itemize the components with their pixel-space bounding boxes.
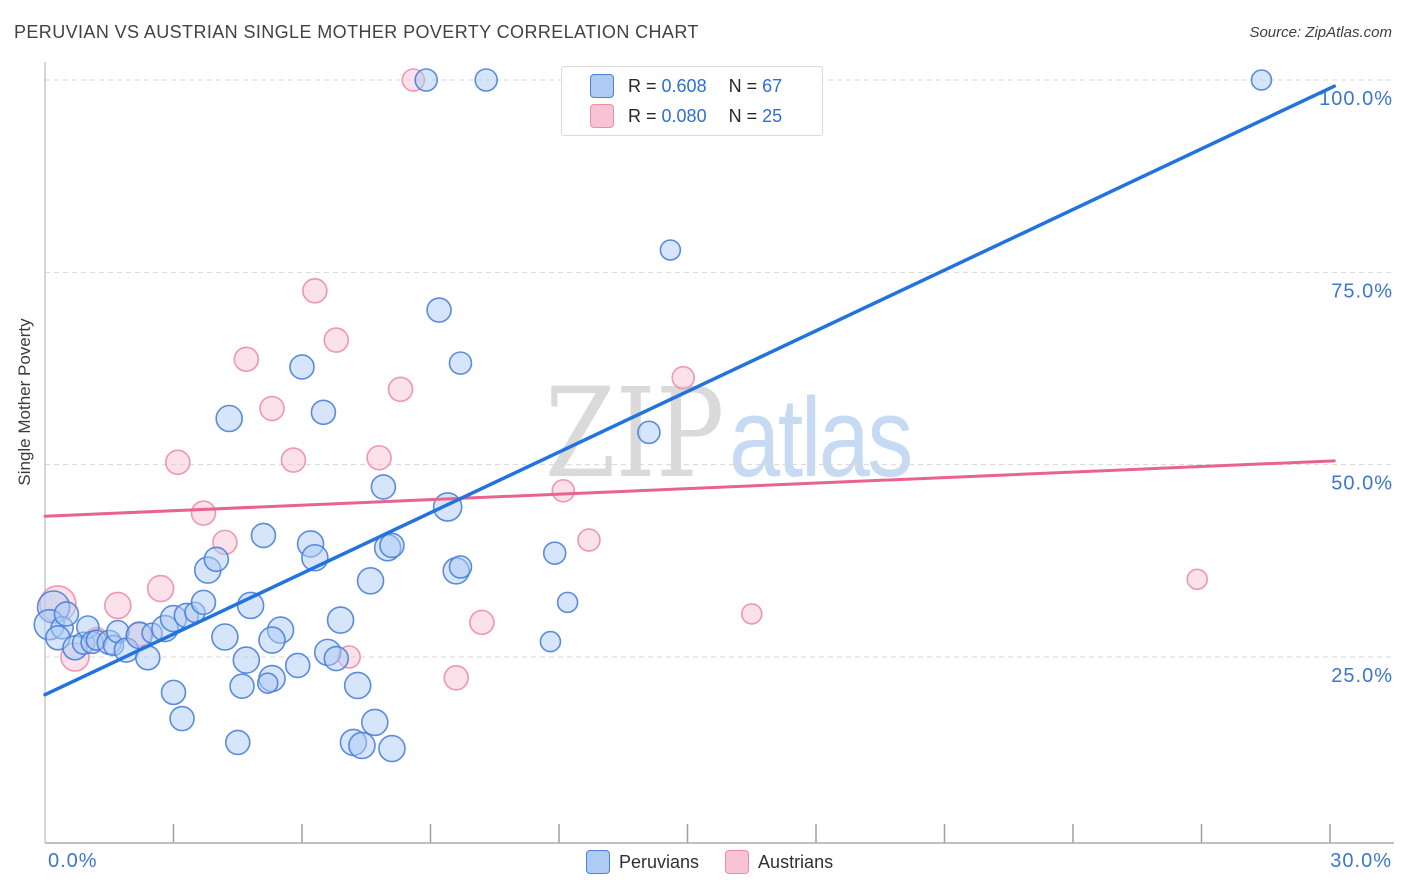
peruvians-point[interactable] <box>448 351 473 375</box>
peruvians-point[interactable] <box>284 652 311 679</box>
peruvians-point[interactable] <box>323 645 350 672</box>
x-axis-max-label: 30.0% <box>1330 850 1392 872</box>
peruvians-point[interactable] <box>361 708 389 737</box>
peruvians-point[interactable] <box>448 555 473 579</box>
peruvians-point[interactable] <box>659 239 682 261</box>
source-credit[interactable]: Source: ZipAtlas.com <box>1249 24 1392 41</box>
austrians-point[interactable] <box>259 395 285 422</box>
watermark-zip: ZIP <box>545 362 725 506</box>
peruvians-point[interactable] <box>539 630 562 653</box>
n-label: N = <box>728 75 758 96</box>
peruvians-point[interactable] <box>556 591 579 614</box>
peruvians-point[interactable] <box>426 297 452 323</box>
peruvians-point[interactable] <box>211 623 239 651</box>
peruvians-point[interactable] <box>229 673 255 700</box>
peruvians-point[interactable] <box>326 606 355 634</box>
peruvians-point[interactable] <box>370 474 397 500</box>
legend-box: R = 0.608 N = 67 R = 0.080 N = 25 <box>561 66 823 136</box>
peruvians-point[interactable] <box>343 671 372 700</box>
austrians-swatch-icon <box>590 104 614 128</box>
austrians-point[interactable] <box>740 603 763 625</box>
peruvians-point[interactable] <box>356 567 385 595</box>
peruvians-point[interactable] <box>378 734 406 763</box>
peruvians-point[interactable] <box>542 541 567 565</box>
n-label: N = <box>728 105 758 126</box>
austrians-point[interactable] <box>551 479 576 503</box>
austrians-point[interactable] <box>104 591 132 620</box>
austrians-point[interactable] <box>146 574 175 603</box>
austrians-point[interactable] <box>190 500 217 526</box>
x-axis-min-label: 0.0% <box>48 850 98 872</box>
austrians-point[interactable] <box>387 376 414 403</box>
peruvians-trend-line <box>43 84 1337 697</box>
peruvians-point[interactable] <box>310 399 337 426</box>
peruvians-point[interactable] <box>53 601 80 627</box>
austrians-point[interactable] <box>671 365 696 390</box>
legend-row-peruvians: R = 0.608 N = 67 <box>562 74 822 99</box>
peruvians-point[interactable] <box>1250 69 1273 91</box>
peruvians-swatch-icon <box>590 74 614 98</box>
peruvians-point[interactable] <box>414 68 439 92</box>
austrians-point[interactable] <box>443 664 470 691</box>
r-label: R = <box>628 105 657 126</box>
austrians-point[interactable] <box>469 609 495 636</box>
peruvians-point[interactable] <box>232 646 261 674</box>
series-legend: Peruvians Austrians <box>586 850 833 874</box>
y-tick-label-25: 25.0% <box>1331 665 1393 687</box>
austrians-point[interactable] <box>366 444 392 471</box>
peruvians-point[interactable] <box>160 679 187 706</box>
peruvians-point[interactable] <box>215 404 243 433</box>
peruvians-point[interactable] <box>256 672 279 694</box>
austrians-point[interactable] <box>280 447 307 473</box>
peruvians-point[interactable] <box>379 532 405 559</box>
y-axis-title: Single Mother Poverty <box>15 318 34 486</box>
austrians-point[interactable] <box>323 327 350 353</box>
peruvians-point[interactable] <box>250 522 277 549</box>
peruvians-legend-label: Peruvians <box>619 851 700 872</box>
peruvians-legend-swatch-icon <box>586 850 610 874</box>
y-tick-label-50: 50.0% <box>1331 473 1393 495</box>
austrians-point[interactable] <box>164 449 191 476</box>
austrians-point[interactable] <box>302 277 328 304</box>
n-value-austrians: 25 <box>762 105 783 126</box>
peruvians-point[interactable] <box>203 546 230 573</box>
peruvians-point[interactable] <box>289 354 315 380</box>
r-value-austrians: 0.080 <box>661 105 707 126</box>
peruvians-point[interactable] <box>474 68 498 92</box>
watermark: ZIPatlas <box>545 362 913 506</box>
austrians-legend-label: Austrians <box>758 851 834 872</box>
austrians-trend-line <box>43 459 1336 518</box>
legend-item-austrians[interactable]: Austrians <box>725 850 833 874</box>
austrians-point[interactable] <box>233 346 260 373</box>
legend-item-peruvians[interactable]: Peruvians <box>586 850 699 874</box>
legend-row-austrians: R = 0.080 N = 25 <box>562 104 822 129</box>
austrians-legend-swatch-icon <box>725 850 750 874</box>
r-value-peruvians: 0.608 <box>661 75 707 96</box>
peruvians-point[interactable] <box>348 731 376 760</box>
n-value-peruvians: 67 <box>762 75 783 96</box>
austrians-point[interactable] <box>1186 568 1209 591</box>
peruvians-point[interactable] <box>169 705 195 732</box>
peruvians-point[interactable] <box>637 420 661 445</box>
peruvians-point[interactable] <box>224 729 251 756</box>
peruvians-point[interactable] <box>190 589 217 616</box>
r-label: R = <box>628 75 657 96</box>
y-tick-label-100: 100.0% <box>1319 88 1393 110</box>
peruvians-point[interactable] <box>258 626 286 654</box>
y-tick-label-75: 75.0% <box>1331 280 1393 302</box>
page-title: PERUVIAN VS AUSTRIAN SINGLE MOTHER POVER… <box>14 22 699 42</box>
austrians-point[interactable] <box>577 528 601 552</box>
